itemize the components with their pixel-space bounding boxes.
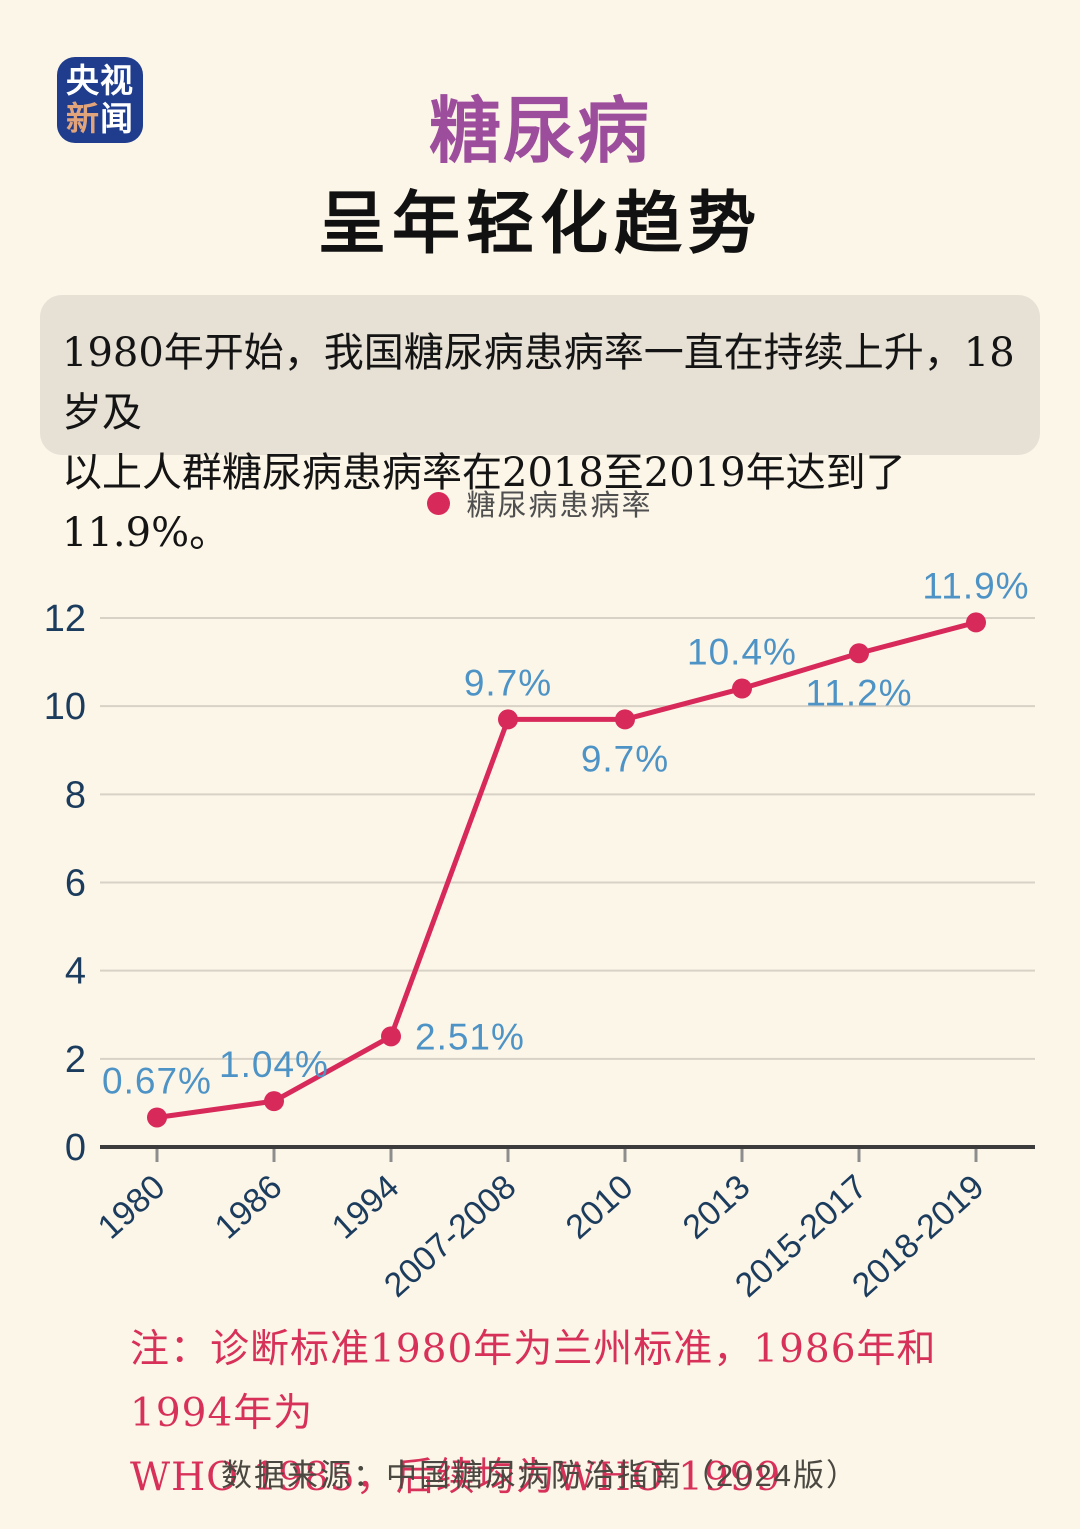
summary-line-1: 1980年开始，我国糖尿病患病率一直在持续上升，18岁及 [62, 330, 1015, 436]
y-axis-tick-label: 10 [44, 686, 86, 728]
data-point [615, 709, 635, 730]
data-point [849, 643, 869, 664]
summary-box: 1980年开始，我国糖尿病患病率一直在持续上升，18岁及 以上人群糖尿病患病率在… [40, 295, 1040, 556]
x-axis-tick-label: 2013 [676, 1168, 758, 1247]
page-subtitle: 呈年轻化趋势 [317, 186, 762, 262]
y-axis-tick-label: 6 [65, 863, 86, 905]
data-point-label: 10.4% [687, 632, 797, 673]
data-point [966, 612, 986, 633]
y-axis-tick-label: 0 [65, 1127, 86, 1169]
data-point-label: 9.7% [581, 738, 669, 779]
summary-line-2: 以上人群糖尿病患病率在2018至2019年达到了11.9%。 [62, 450, 906, 556]
x-axis-tick-label: 1986 [208, 1168, 290, 1247]
prevalence-chart: 0 2 4 6 8 10 12 1980 1986 1994 2007-2008 2010 2013 20… [0, 540, 1080, 1320]
logo-line1: 央视 [66, 62, 134, 99]
footnote: 注：诊断标准1980年为兰州标准，1986年和1994年为 WHO 1985，后… [130, 1318, 1010, 1510]
y-axis-tick-label: 8 [65, 774, 86, 816]
data-point-label: 11.2% [805, 672, 912, 713]
data-point-label: 2.51% [415, 1016, 525, 1057]
data-point [732, 678, 752, 699]
data-point [264, 1091, 284, 1112]
data-point-label: 1.04% [219, 1044, 329, 1085]
x-axis-tick-label: 1994 [325, 1168, 407, 1247]
data-source: 数据来源：中国糖尿病防治指南（2024版） [221, 1458, 859, 1493]
footnote-line-1: 注：诊断标准1980年为兰州标准，1986年和1994年为 [130, 1327, 937, 1436]
data-point [147, 1107, 167, 1128]
x-axis-tick-label: 2010 [559, 1168, 641, 1247]
data-point [381, 1026, 401, 1047]
logo-line2-char: 闻 [100, 100, 134, 137]
trend-line [154, 619, 979, 1120]
legend-marker-dot [427, 491, 451, 515]
logo-line2: 新闻 [66, 100, 134, 138]
cctv-news-logo: 央视 新闻 [57, 57, 143, 143]
data-point-label: 9.7% [464, 662, 552, 703]
y-axis-tick-label: 2 [65, 1039, 86, 1081]
footnote-line-2: WHO 1985，后续均为WHO 1999 [130, 1455, 782, 1500]
y-axis-tick-label: 4 [65, 951, 86, 993]
legend-label: 糖尿病患病率 [466, 490, 653, 522]
x-axis-tick-label: 1980 [91, 1168, 173, 1247]
data-point [498, 709, 518, 730]
chart-legend: 糖尿病患病率 [0, 482, 1080, 524]
data-point-label: 0.67% [102, 1060, 212, 1101]
y-axis-tick-label: 12 [44, 598, 86, 640]
data-point-label: 11.9% [922, 565, 1029, 606]
logo-line2-accent-char: 新 [66, 100, 100, 137]
page-title: 糖尿病 [428, 92, 651, 172]
